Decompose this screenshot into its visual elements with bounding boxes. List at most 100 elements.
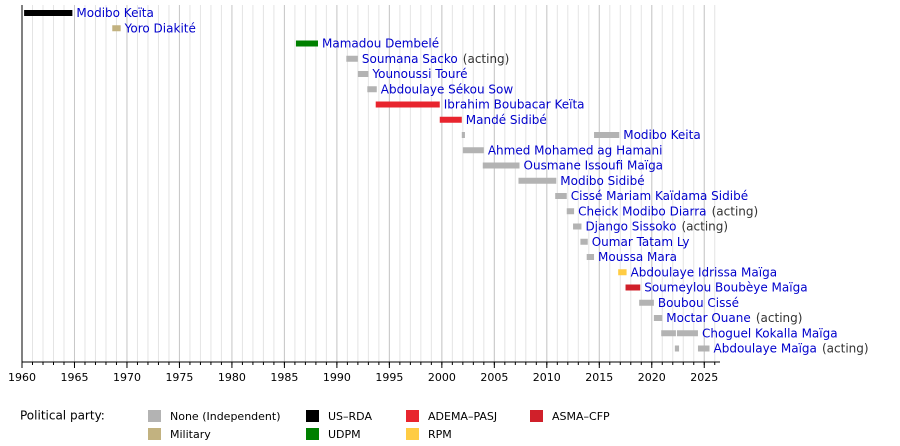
- term-bar: [566, 208, 575, 215]
- term-bar: [375, 101, 440, 108]
- x-tick-label: 1970: [113, 371, 141, 384]
- pm-note: (acting): [756, 311, 803, 325]
- pm-label: Mamadou Dembelé: [322, 36, 439, 50]
- legend-swatch: [306, 410, 319, 422]
- pm-name: Soumana Sacko: [362, 51, 458, 65]
- pm-label: Abdoulaye Idrissa Maïga: [631, 265, 777, 279]
- x-tick-label: 1975: [165, 371, 193, 384]
- term-bar: [518, 177, 557, 184]
- legend-label: ASMA–CFP: [552, 410, 610, 423]
- legend-swatch: [530, 410, 543, 422]
- pm-name: Ibrahim Boubacar Keïta: [444, 97, 585, 111]
- legend-label: US–RDA: [328, 410, 372, 423]
- x-tick-label: 2025: [690, 371, 718, 384]
- term-bar: [462, 147, 484, 154]
- pm-note: (acting): [463, 51, 510, 65]
- pm-label: Modibo Sidibé: [560, 173, 644, 187]
- term-bar: [24, 10, 73, 16]
- pm-name: Modibo Sidibé: [560, 173, 644, 187]
- legend-label: UDPM: [328, 428, 361, 441]
- term-bar: [346, 55, 358, 62]
- pm-name: Younoussi Touré: [371, 67, 467, 81]
- term-bar: [661, 330, 676, 337]
- x-tick-label: 1985: [270, 371, 298, 384]
- x-tick-label: 1980: [218, 371, 246, 384]
- pm-label: Cheick Modibo Diarra (acting): [578, 201, 758, 220]
- pm-label: Cissé Mariam Kaïdama Sidibé: [571, 189, 748, 203]
- pm-label: Abdoulaye Sékou Sow: [381, 82, 514, 96]
- pm-name: Cheick Modibo Diarra: [578, 204, 706, 218]
- pm-name: Mamadou Dembelé: [322, 36, 439, 50]
- term-bar: [112, 25, 121, 32]
- pm-name: Choguel Kokalla Maïga: [702, 326, 838, 340]
- pm-label: Yoro Diakité: [124, 21, 196, 35]
- pm-note: (acting): [712, 204, 759, 218]
- pm-name: Abdoulaye Sékou Sow: [381, 82, 514, 96]
- term-bar: [580, 238, 588, 245]
- pm-label: Ahmed Mohamed ag Hamani: [488, 143, 663, 157]
- x-tick-label: 1960: [8, 371, 36, 384]
- pm-name: Ousmane Issoufi Maïga: [524, 158, 664, 172]
- legend-label: RPM: [428, 428, 452, 441]
- x-tick-label: 1965: [60, 371, 88, 384]
- pm-name: Modibo Keita: [623, 128, 700, 142]
- x-tick-label: 1990: [323, 371, 351, 384]
- term-bar: [573, 223, 582, 230]
- pm-name: Modibo Keïta: [76, 6, 153, 20]
- term-bar: [639, 299, 654, 306]
- pm-name: Soumeylou Boubèye Maïga: [644, 280, 807, 294]
- x-tick-label: 2020: [638, 371, 666, 384]
- pm-label: Ousmane Issoufi Maïga: [524, 158, 664, 172]
- term-bar: [295, 40, 318, 47]
- pm-label: Moctar Ouane (acting): [666, 308, 802, 327]
- pm-label: Mandé Sidibé: [466, 112, 547, 126]
- term-bar: [594, 132, 620, 138]
- pm-label: Modibo Keïta: [76, 6, 153, 20]
- term-bar: [461, 132, 465, 138]
- term-bar: [555, 193, 567, 199]
- pm-label: Younoussi Touré: [371, 67, 467, 81]
- legend-swatch: [306, 428, 319, 440]
- pm-label: Ibrahim Boubacar Keïta: [444, 97, 585, 111]
- legend-swatch: [148, 410, 161, 422]
- x-tick-label: 2000: [428, 371, 456, 384]
- pm-name: Ahmed Mohamed ag Hamani: [488, 143, 663, 157]
- term-bar: [676, 330, 698, 337]
- legend-title: Political party:: [20, 409, 105, 423]
- term-bar: [367, 86, 377, 93]
- x-tick-label: 2015: [585, 371, 613, 384]
- legend-label: Military: [170, 428, 211, 441]
- pm-label: Modibo Keita: [623, 128, 700, 142]
- term-bar: [625, 284, 641, 291]
- pm-note: (acting): [822, 341, 869, 355]
- term-bar: [674, 345, 680, 352]
- pm-label: Oumar Tatam Ly: [592, 234, 690, 248]
- legend-swatch: [148, 428, 161, 440]
- pm-name: Abdoulaye Maïga: [714, 341, 817, 355]
- term-bar: [618, 269, 627, 276]
- pm-name: Yoro Diakité: [124, 21, 196, 35]
- pm-name: Cissé Mariam Kaïdama Sidibé: [571, 189, 748, 203]
- term-bar: [357, 71, 369, 77]
- legend-label: None (Independent): [170, 410, 281, 423]
- pm-name: Moctar Ouane: [666, 311, 751, 325]
- legend-swatch: [406, 410, 419, 422]
- pm-name: Boubou Cissé: [658, 295, 739, 309]
- pm-label: Soumana Sacko (acting): [362, 48, 509, 67]
- pm-name: Oumar Tatam Ly: [592, 234, 690, 248]
- legend-label: ADEMA–PASJ: [428, 410, 497, 423]
- x-tick-label: 2005: [480, 371, 508, 384]
- pm-name: Mandé Sidibé: [466, 112, 547, 126]
- pm-label: Django Sissoko (acting): [585, 216, 728, 235]
- pm-name: Moussa Mara: [598, 250, 677, 264]
- pm-label: Abdoulaye Maïga (acting): [714, 338, 869, 357]
- term-bar: [482, 162, 520, 169]
- pm-label: Boubou Cissé: [658, 295, 739, 309]
- x-tick-label: 2010: [533, 371, 561, 384]
- pm-name: Abdoulaye Idrissa Maïga: [631, 265, 777, 279]
- x-tick-label: 1995: [375, 371, 403, 384]
- pm-label: Soumeylou Boubèye Maïga: [644, 280, 807, 294]
- pm-note: (acting): [682, 219, 729, 233]
